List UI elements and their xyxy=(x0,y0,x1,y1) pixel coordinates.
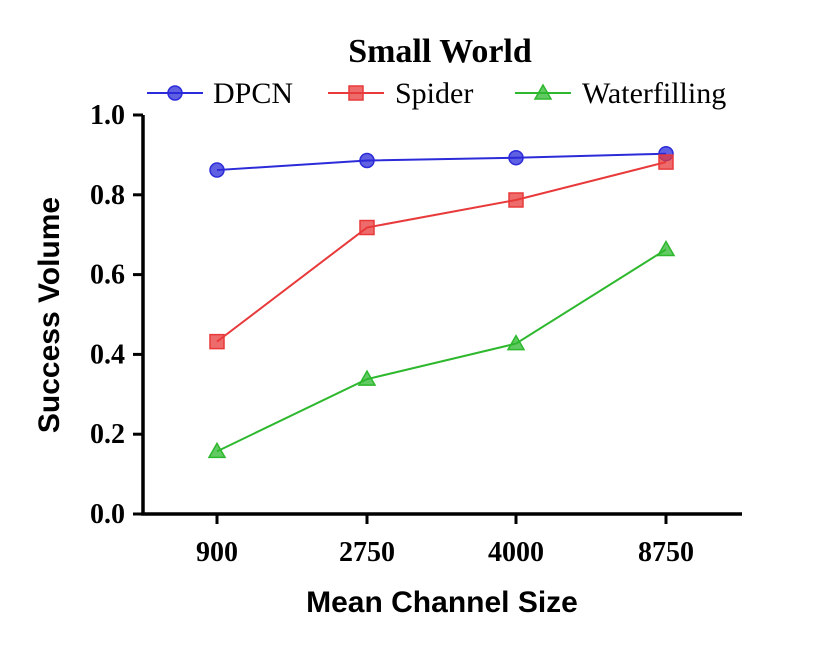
data-point xyxy=(207,441,227,459)
y-tick-label: 0.2 xyxy=(90,419,125,450)
data-point xyxy=(508,149,524,166)
data-point xyxy=(359,152,375,169)
legend-marker xyxy=(533,83,553,100)
series-spider xyxy=(209,154,674,350)
y-axis-label: Success Volume xyxy=(33,197,66,433)
data-point xyxy=(359,219,375,236)
x-tick-label: 4000 xyxy=(488,537,544,568)
data-point xyxy=(357,369,377,386)
data-point xyxy=(656,239,676,257)
y-tick-label: 0.6 xyxy=(90,260,125,291)
series-waterfilling xyxy=(207,239,676,459)
legend-item-spider: Spider xyxy=(328,77,473,110)
legend-item-waterfilling: Waterfilling xyxy=(515,77,726,110)
axes xyxy=(141,115,742,516)
series-line xyxy=(216,161,667,343)
data-point xyxy=(209,162,225,178)
x-tick-label: 900 xyxy=(196,537,238,568)
data-point xyxy=(506,334,526,351)
x-axis-label: Mean Channel Size xyxy=(306,586,578,619)
series-line xyxy=(216,152,667,172)
series-line xyxy=(216,248,667,453)
legend-marker xyxy=(167,85,183,101)
y-tick-label: 0.0 xyxy=(90,499,125,530)
y-tick-label: 0.4 xyxy=(90,339,125,370)
legend-marker xyxy=(348,85,364,101)
series-dpcn xyxy=(209,145,674,178)
y-tick-label: 0.8 xyxy=(90,180,125,211)
legend: DPCN Spider Waterfilling xyxy=(147,77,726,110)
data-point xyxy=(209,333,225,350)
legend-label: Spider xyxy=(395,77,473,110)
legend-item-dpcn: DPCN xyxy=(147,77,293,110)
legend-label: Waterfilling xyxy=(582,77,726,110)
chart-title: Small World xyxy=(348,33,532,70)
x-tick-label: 2750 xyxy=(339,537,395,568)
legend-label: DPCN xyxy=(213,77,293,110)
data-point xyxy=(508,192,524,208)
y-tick-label: 1.0 xyxy=(90,100,125,131)
data-point xyxy=(658,154,674,170)
series-layer xyxy=(207,145,676,459)
x-tick-label: 8750 xyxy=(638,537,694,568)
ticks: 0.0 0.2 0.4 0.6 0.8 1.0 900 2750 4000 8750 xyxy=(90,100,694,568)
